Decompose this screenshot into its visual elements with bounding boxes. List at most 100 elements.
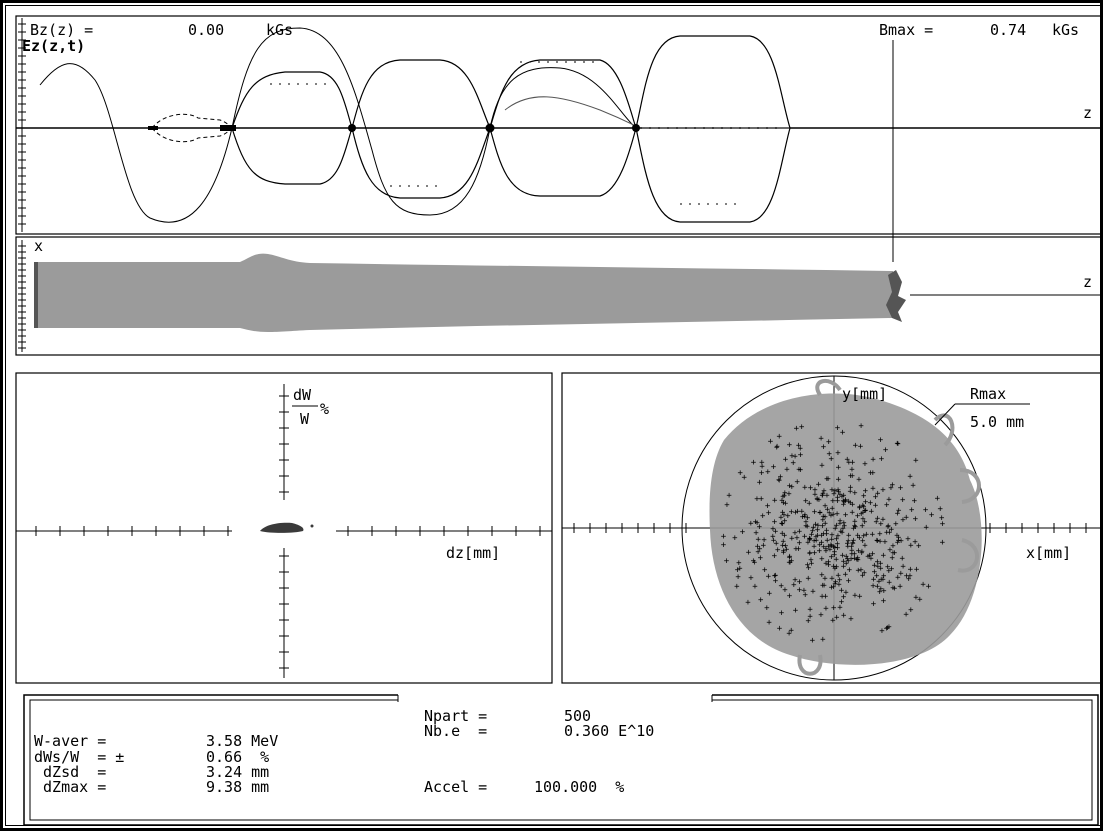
particle-marker: +: [917, 595, 923, 605]
particle-marker: +: [771, 536, 777, 546]
particle-marker: +: [805, 538, 811, 548]
particle-marker: +: [881, 572, 887, 582]
particle-marker: +: [835, 531, 841, 541]
particle-marker: +: [851, 536, 857, 546]
particle-marker: +: [868, 499, 874, 509]
phase-axis-ticks: [35, 395, 541, 669]
stats-outer-border: [23, 694, 1099, 826]
particle-marker: +: [879, 626, 885, 636]
particle-marker: +: [807, 549, 813, 559]
particle-marker: +: [819, 554, 825, 564]
particle-marker: +: [796, 441, 802, 451]
ez-label: Ez(z,t): [22, 37, 85, 55]
envelope-x-label: x: [34, 237, 43, 255]
particle-marker: +: [834, 613, 840, 623]
bmax-unit: kGs: [1052, 21, 1079, 39]
particle-marker: +: [792, 452, 798, 462]
particle-marker: +: [863, 487, 869, 497]
particle-marker: +: [856, 566, 862, 576]
particle-marker: +: [883, 446, 889, 456]
particle-marker: +: [812, 486, 818, 496]
particle-marker: +: [849, 549, 855, 559]
particle-marker: +: [860, 508, 866, 518]
particle-marker: +: [858, 422, 864, 432]
particle-marker: +: [896, 536, 902, 546]
particle-marker: +: [874, 517, 880, 527]
particle-marker: +: [855, 556, 861, 566]
particle-marker: +: [773, 571, 779, 581]
particle-marker: +: [807, 534, 813, 544]
particle-marker: +: [860, 536, 866, 546]
particle-marker: +: [757, 478, 763, 488]
particle-marker: +: [756, 535, 762, 545]
lens-node: [148, 126, 158, 130]
field-z-label: z: [1083, 104, 1092, 122]
particle-marker: +: [835, 496, 841, 506]
particle-marker: +: [886, 495, 892, 505]
particle-marker: +: [833, 524, 839, 534]
particle-marker: +: [771, 463, 777, 473]
particle-marker: +: [759, 458, 765, 468]
particle-marker: +: [793, 508, 799, 518]
particle-marker: +: [805, 522, 811, 532]
particle-marker: +: [794, 424, 800, 434]
particle-marker: +: [881, 596, 887, 606]
particle-marker: +: [920, 580, 926, 590]
particle-marker: +: [861, 492, 867, 502]
particle-marker: +: [884, 528, 890, 538]
particle-marker: +: [850, 508, 856, 518]
particle-marker: +: [766, 618, 772, 628]
particle-marker: +: [823, 547, 829, 557]
accel-value: 100.000 %: [534, 778, 624, 796]
particle-marker: +: [886, 567, 892, 577]
particle-marker: +: [758, 596, 764, 606]
particle-marker: +: [792, 529, 798, 539]
particle-marker: +: [894, 531, 900, 541]
lens-nodes: [148, 123, 640, 133]
particle-marker: +: [850, 539, 856, 549]
particle-marker: +: [870, 530, 876, 540]
particle-marker: +: [834, 521, 840, 531]
particle-marker: +: [813, 520, 819, 530]
particle-marker: +: [877, 530, 883, 540]
particle-marker: +: [857, 503, 863, 513]
particle-marker: +: [879, 454, 885, 464]
particle-marker: +: [770, 532, 776, 542]
particle-marker: +: [863, 497, 869, 507]
particle-marker: +: [872, 567, 878, 577]
particle-marker: +: [845, 555, 851, 565]
particle-marker: +: [913, 593, 919, 603]
particle-marker: +: [831, 562, 837, 572]
particle-marker: +: [826, 542, 832, 552]
stats-panel: W-aver = 3.58 MeV dWs/W = ± 0.66 % dZsd …: [23, 690, 1099, 826]
particle-marker: +: [806, 617, 812, 627]
particle-marker: +: [839, 586, 845, 596]
particle-marker: +: [862, 541, 868, 551]
particle-marker: +: [896, 533, 902, 543]
xy-axis-ticks: [573, 523, 1087, 533]
particle-marker: +: [748, 519, 754, 529]
particle-marker: +: [913, 456, 919, 466]
particle-marker: +: [938, 505, 944, 515]
particle-marker: +: [751, 557, 757, 567]
particle-marker: +: [772, 551, 778, 561]
particle-marker: +: [832, 550, 838, 560]
particle-marker: +: [841, 500, 847, 510]
particle-marker: +: [831, 490, 837, 500]
particle-marker: +: [824, 526, 830, 536]
particle-marker: +: [766, 572, 772, 582]
particle-marker: +: [907, 472, 913, 482]
particle-marker: +: [892, 549, 898, 559]
particle-marker: +: [871, 575, 877, 585]
particle-marker: +: [875, 557, 881, 567]
particle-marker: +: [811, 537, 817, 547]
particle-marker: +: [840, 551, 846, 561]
particle-marker: +: [856, 475, 862, 485]
particle-marker: +: [819, 461, 825, 471]
particle-marker: +: [780, 519, 786, 529]
particle-marker: +: [810, 636, 816, 646]
particle-marker: +: [904, 513, 910, 523]
particle-marker: +: [881, 551, 887, 561]
particle-marker: +: [802, 511, 808, 521]
particle-marker: +: [881, 587, 887, 597]
